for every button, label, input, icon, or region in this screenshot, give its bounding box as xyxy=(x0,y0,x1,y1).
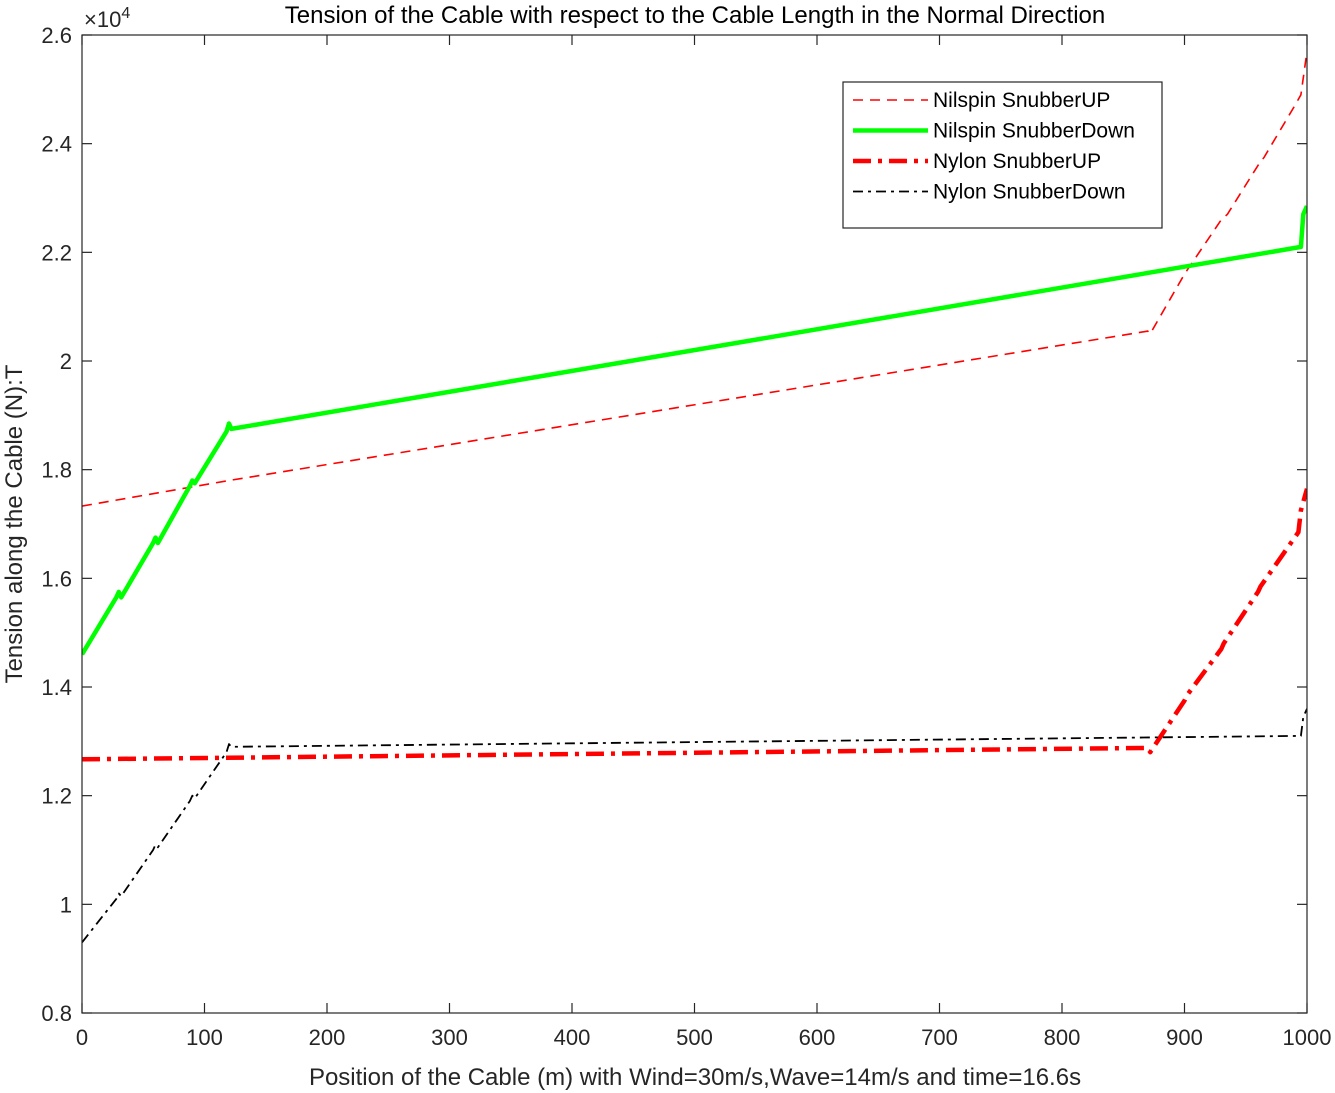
legend-label: Nylon SnubberUP xyxy=(933,150,1101,173)
y-tick-label: 1.2 xyxy=(41,784,72,809)
x-tick-label: 900 xyxy=(1166,1025,1203,1050)
x-tick-label: 200 xyxy=(309,1025,346,1050)
x-axis-title: Position of the Cable (m) with Wind=30m/… xyxy=(309,1064,1081,1091)
x-tick-label: 800 xyxy=(1044,1025,1081,1050)
x-tick-label: 600 xyxy=(799,1025,836,1050)
x-tick-label: 400 xyxy=(554,1025,591,1050)
y-axis-exponent: ×104 xyxy=(84,5,130,32)
chart-title: Tension of the Cable with respect to the… xyxy=(285,2,1105,29)
y-tick-label: 2.4 xyxy=(41,132,72,157)
x-tick-label: 0 xyxy=(76,1025,88,1050)
series-line-4 xyxy=(82,708,1307,943)
y-tick-label: 0.8 xyxy=(41,1001,72,1026)
y-tick-label: 2.2 xyxy=(41,240,72,265)
plot-area xyxy=(82,51,1307,943)
y-tick-label: 2 xyxy=(60,349,72,374)
y-tick-label: 1.6 xyxy=(41,566,72,591)
legend-label: Nylon SnubberDown xyxy=(933,181,1126,204)
series-line-1 xyxy=(82,51,1307,507)
series-line-3 xyxy=(82,488,1307,762)
x-tick-label: 100 xyxy=(186,1025,223,1050)
y-tick-label: 1.4 xyxy=(41,675,72,700)
x-tick-label: 1000 xyxy=(1283,1025,1332,1050)
legend-label: Nilspin SnubberDown xyxy=(933,120,1135,143)
x-tick-label: 300 xyxy=(431,1025,468,1050)
axes: 0 100 200 300 400 500 600 700 800 900 1000 0.8 1 1.2 1… xyxy=(41,23,1331,1050)
legend: Nilspin SnubberUP Nilspin SnubberDown Nylo… xyxy=(842,81,1163,229)
series-line-2 xyxy=(82,205,1307,656)
y-tick-label: 1 xyxy=(60,892,72,917)
x-tick-label: 700 xyxy=(921,1025,958,1050)
y-tick-label: 1.8 xyxy=(41,458,72,483)
y-axis-title: Tension along the Cable (N):T xyxy=(1,364,28,683)
legend-label: Nilspin SnubberUP xyxy=(933,89,1110,112)
legend-box xyxy=(842,81,1163,229)
y-tick-label: 2.6 xyxy=(41,23,72,48)
x-tick-label: 500 xyxy=(676,1025,713,1050)
